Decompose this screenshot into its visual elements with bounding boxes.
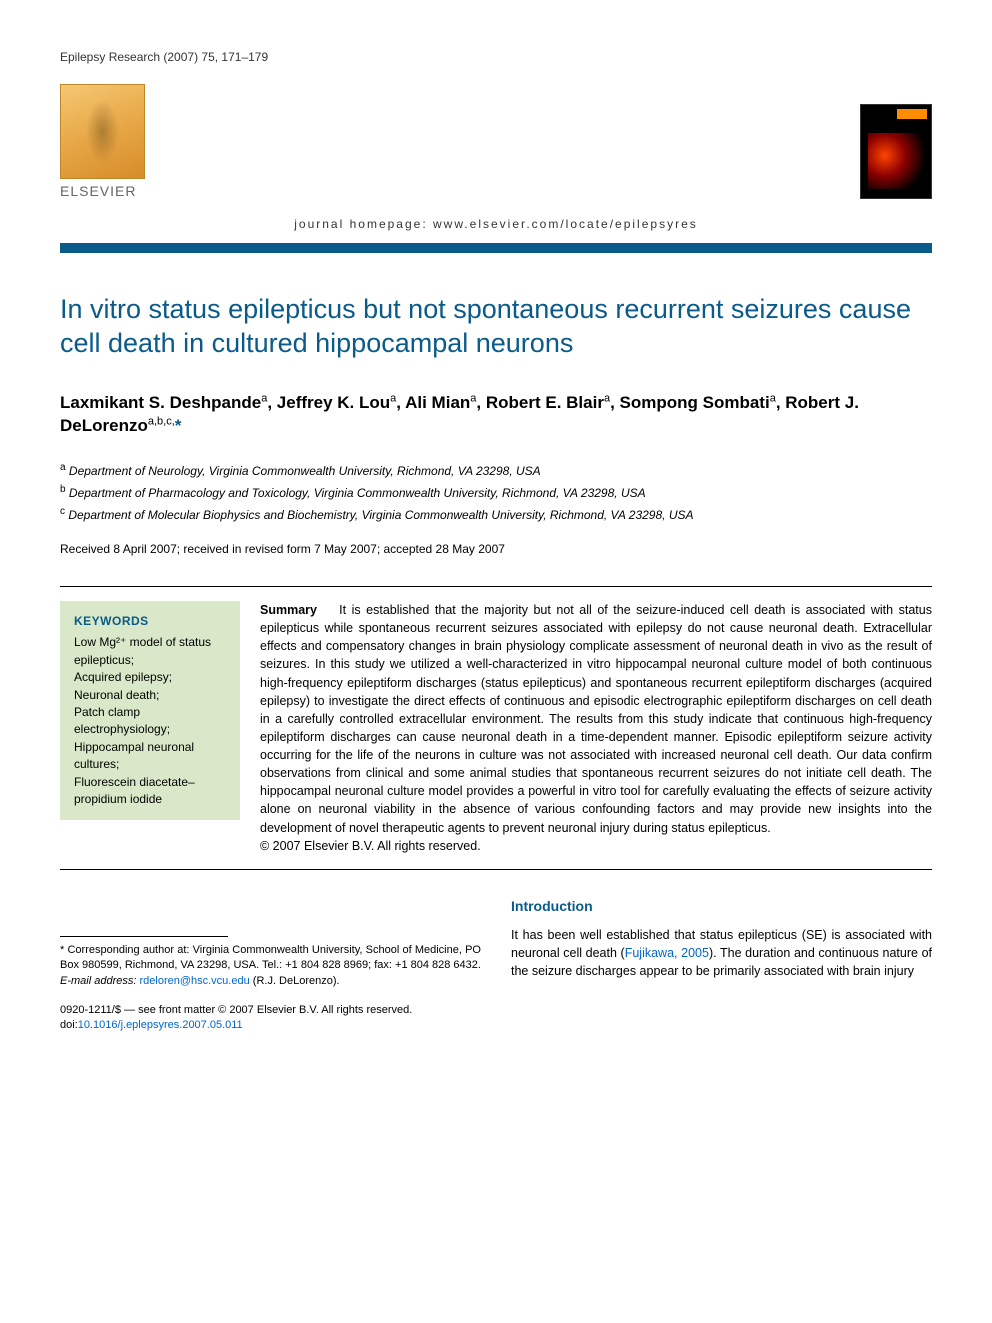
publisher-name: ELSEVIER [60, 183, 136, 199]
email-attribution: (R.J. DeLorenzo). [253, 975, 340, 987]
doi-label: doi: [60, 1019, 78, 1031]
left-column: * Corresponding author at: Virginia Comm… [60, 896, 481, 1034]
introduction-paragraph: It has been well established that status… [511, 926, 932, 980]
summary-text: It is established that the majority but … [260, 603, 932, 835]
summary-label: Summary [260, 603, 317, 617]
keywords-heading: KEYWORDS [74, 613, 226, 630]
footnote-corr-text: * Corresponding author at: Virginia Comm… [60, 944, 481, 971]
article-title: In vitro status epilepticus but not spon… [60, 293, 932, 361]
article-dates: Received 8 April 2007; received in revis… [60, 542, 932, 556]
keywords-list: Low Mg²⁺ model of status epilepticus;Acq… [74, 634, 226, 808]
running-header: Epilepsy Research (2007) 75, 171–179 [60, 50, 932, 64]
affiliation-line: b Department of Pharmacology and Toxicol… [60, 482, 932, 502]
keywords-box: KEYWORDS Low Mg²⁺ model of status epilep… [60, 601, 240, 820]
header-row: ELSEVIER [60, 84, 932, 199]
copyright-footer: 0920-1211/$ — see front matter © 2007 El… [60, 1003, 481, 1034]
journal-cover-thumbnail [860, 104, 932, 199]
email-label: E-mail address: [60, 975, 136, 987]
front-matter-line: 0920-1211/$ — see front matter © 2007 El… [60, 1004, 412, 1016]
affiliation-line: a Department of Neurology, Virginia Comm… [60, 460, 932, 480]
affiliations-block: a Department of Neurology, Virginia Comm… [60, 460, 932, 524]
affiliation-line: c Department of Molecular Biophysics and… [60, 504, 932, 524]
author-list: Laxmikant S. Deshpandea, Jeffrey K. Loua… [60, 391, 932, 439]
citation-link[interactable]: Fujikawa, 2005 [625, 946, 709, 960]
right-column: Introduction It has been well establishe… [511, 896, 932, 1034]
journal-homepage-bar: journal homepage: www.elsevier.com/locat… [60, 209, 932, 253]
publisher-logo-block: ELSEVIER [60, 84, 145, 199]
doi-link[interactable]: 10.1016/j.eplepsyres.2007.05.011 [78, 1019, 243, 1031]
introduction-heading: Introduction [511, 896, 932, 916]
corresponding-email-link[interactable]: rdeloren@hsc.vcu.edu [139, 975, 249, 987]
corresponding-author-footnote: * Corresponding author at: Virginia Comm… [60, 943, 481, 989]
summary-column: Summary It is established that the major… [260, 601, 932, 855]
lower-columns: * Corresponding author at: Virginia Comm… [60, 896, 932, 1034]
footnote-rule [60, 936, 228, 937]
abstract-block: KEYWORDS Low Mg²⁺ model of status epilep… [60, 586, 932, 870]
elsevier-tree-icon [60, 84, 145, 179]
summary-copyright: © 2007 Elsevier B.V. All rights reserved… [260, 839, 481, 853]
